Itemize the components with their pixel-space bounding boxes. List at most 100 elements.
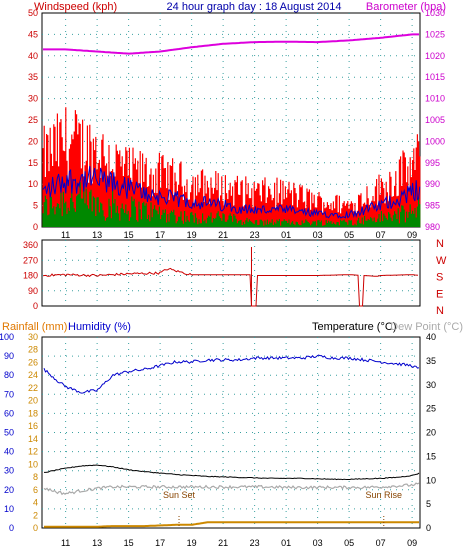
temperature-tick-label: 25 [426,404,436,414]
barometer-tick-label: 995 [425,158,440,168]
barometer-series [43,33,419,55]
x-tick-label: 05 [344,230,354,240]
x-tick-label: 07 [376,230,386,240]
x-tick-label: 01 [281,538,291,548]
temperature-tick-label: 20 [426,428,436,438]
wind-x-tick-labels: 11 13 15 17 19 21 23 01 03 05 07 09 [61,230,417,240]
barometer-tick-label: 1010 [425,94,445,104]
x-tick-label: 21 [218,538,228,548]
rainfall-tick-label: 6 [33,485,38,495]
direction-tick-label: 90 [28,286,38,296]
rain-x-tick-labels: 11 13 15 17 19 21 23 01 03 05 07 09 [61,538,417,548]
humidity-tick-label: 100 [0,332,14,342]
sun-annotation-label: Sun Set [163,490,196,500]
humidity-tick-labels: 0 10 20 30 40 50 60 70 80 90 100 [0,332,14,533]
x-tick-label: 13 [92,230,102,240]
temperature-tick-label: 35 [426,356,436,366]
dew-point-series [43,482,420,496]
windspeed-tick-label: 30 [28,94,38,104]
windspeed-tick-label: 0 [33,222,38,232]
windspeed-tick-labels: 0 5 10 15 20 25 30 35 40 45 50 [28,8,38,232]
compass-label: N [436,238,444,250]
rain-humidity-temperature-series [43,354,420,528]
x-tick-label: 07 [376,538,386,548]
direction-tick-label: 180 [23,271,38,281]
windspeed-tick-label: 5 [33,201,38,211]
barometer-tick-labels: 980 985 990 995 1000 1005 1010 1015 1020 1025 1030 [425,8,445,232]
x-tick-label: 11 [61,230,70,240]
x-tick-label: 09 [407,538,417,548]
rainfall-tick-label: 0 [33,523,38,533]
rainfall-tick-label: 12 [28,447,38,457]
rainfall-tick-label: 28 [28,345,38,355]
compass-label: E [436,288,443,300]
rainfall-tick-label: 30 [28,332,38,342]
windspeed-tick-label: 15 [28,158,38,168]
temperature-tick-label: 5 [426,499,431,509]
rainfall-tick-label: 26 [28,357,38,367]
x-tick-label: 09 [407,230,417,240]
barometer-tick-label: 980 [425,222,440,232]
humidity-axis-title: Humidity (%) [68,321,131,333]
barometer-tick-label: 1030 [425,8,445,18]
wind-direction-series [42,267,419,307]
compass-label: N [436,305,444,317]
humidity-tick-label: 30 [4,466,14,476]
temperature-tick-label: 30 [426,380,436,390]
x-tick-label: 03 [313,230,323,240]
x-tick-label: 05 [344,538,354,548]
x-tick-label: 17 [155,538,165,548]
sun-annotations: Sun Set Sun Rise [163,490,402,528]
sun-annotation-label: Sun Rise [366,490,403,500]
barometer-tick-label: 1005 [425,115,445,125]
windspeed-tick-label: 50 [28,8,38,18]
humidity-tick-label: 70 [4,389,14,399]
barometer-axis-title: Barometer (hpa) [366,1,446,13]
windspeed-tick-label: 25 [28,115,38,125]
compass-label: W [436,255,447,267]
windspeed-axis-title: Windspeed (kph) [34,1,117,13]
x-tick-label: 13 [92,538,102,548]
x-tick-label: 15 [124,230,134,240]
humidity-tick-label: 60 [4,408,14,418]
direction-tick-label: 0 [33,301,38,311]
compass-label: S [436,272,443,284]
direction-panel-grid [42,240,420,306]
rainfall-tick-label: 2 [33,510,38,520]
windspeed-tick-label: 20 [28,136,38,146]
x-tick-label: 23 [250,230,260,240]
rainfall-tick-label: 14 [28,434,38,444]
x-tick-label: 17 [155,230,165,240]
barometer-tick-label: 985 [425,201,440,211]
humidity-tick-label: 40 [4,447,14,457]
direction-tick-label: 360 [23,240,38,250]
windspeed-tick-label: 45 [28,29,38,39]
temperature-tick-labels: 0 5 10 15 20 25 30 35 40 [426,332,436,533]
temperature-axis-title: Temperature (°C) [312,321,396,333]
temperature-series [44,464,420,481]
rainfall-tick-label: 10 [28,459,38,469]
humidity-series [43,354,420,394]
x-tick-label: 15 [124,538,134,548]
wind-average-series [42,165,421,219]
humidity-tick-label: 10 [4,504,14,514]
humidity-tick-label: 20 [4,485,14,495]
humidity-tick-label: 50 [4,428,14,438]
rainfall-tick-label: 24 [28,370,38,380]
rainfall-tick-label: 8 [33,472,38,482]
windspeed-tick-label: 10 [28,179,38,189]
temperature-tick-label: 40 [426,332,436,342]
x-tick-label: 03 [313,538,323,548]
chart-title: 24 hour graph day : 18 August 2014 [167,1,342,13]
rainfall-tick-label: 4 [33,498,38,508]
humidity-tick-label: 0 [9,523,14,533]
humidity-tick-label: 90 [4,351,14,361]
dew-point-axis-title: Dew Point (°C) [390,321,463,333]
barometer-tick-label: 1025 [425,29,445,39]
barometer-tick-label: 1015 [425,72,445,82]
x-tick-label: 21 [218,230,228,240]
wind-barometer-series [42,33,421,227]
